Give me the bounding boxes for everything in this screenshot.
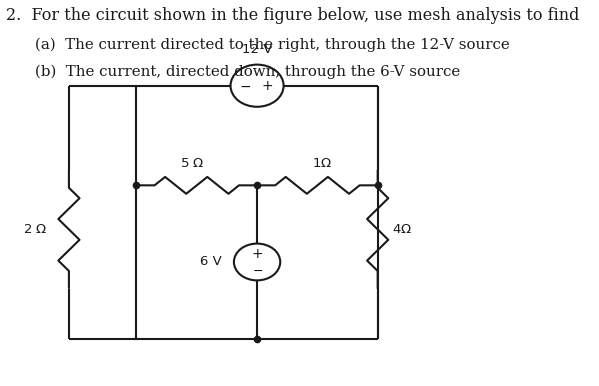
Text: $-$: $-$ [252, 264, 262, 277]
Text: 5 $\Omega$: 5 $\Omega$ [180, 157, 204, 170]
Text: $+$: $+$ [261, 79, 273, 93]
Text: 2.  For the circuit shown in the figure below, use mesh analysis to find: 2. For the circuit shown in the figure b… [6, 7, 580, 24]
Text: 1$\Omega$: 1$\Omega$ [312, 157, 332, 170]
Text: $+$: $+$ [251, 247, 263, 261]
Text: $-$: $-$ [239, 79, 251, 93]
Text: 12 V: 12 V [242, 43, 273, 56]
Text: 6 V: 6 V [200, 256, 222, 269]
Text: (b)  The current, directed down, through the 6-V source: (b) The current, directed down, through … [35, 64, 461, 79]
Text: 2 $\Omega$: 2 $\Omega$ [23, 223, 47, 236]
Text: 4$\Omega$: 4$\Omega$ [392, 223, 412, 236]
Text: (a)  The current directed to the right, through the 12-V source: (a) The current directed to the right, t… [35, 38, 510, 52]
